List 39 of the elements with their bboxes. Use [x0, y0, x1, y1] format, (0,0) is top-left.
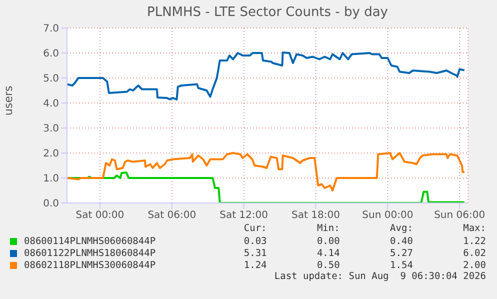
text: 1.22 — [462, 236, 486, 246]
text: Last update: Sun Aug 9 06:30:04 2026 — [273, 271, 486, 283]
text: 0.03 — [242, 236, 267, 246]
text: 2.00 — [462, 260, 486, 270]
text: Min: — [316, 223, 340, 235]
text: 5.27 — [389, 248, 413, 258]
text: Max: — [462, 223, 486, 235]
y-tick-label: 1.0 — [43, 174, 59, 185]
text: 5.31 — [242, 248, 267, 258]
chart-title: PLNMHS - LTE Sector Counts - by day — [146, 5, 389, 20]
line-series — [67, 172, 466, 203]
x-tick-label: Sat 00:00 — [76, 210, 124, 222]
x-tick-label: Sat 12:00 — [220, 210, 268, 222]
y-tick-label: 7.0 — [43, 24, 59, 35]
text: 1.24 — [242, 260, 267, 270]
legend-label: 08600114PLNMHS06060844P — [24, 236, 156, 246]
text: 4.14 — [316, 248, 340, 258]
y-tick-label: 4.0 — [43, 98, 59, 110]
x-tick-label: Sat 18:00 — [292, 210, 340, 222]
text: 0.50 — [316, 260, 340, 270]
y-tick-label: 2.0 — [43, 148, 59, 160]
y-axis-title: users — [2, 86, 15, 116]
y-tick-label: 6.0 — [43, 48, 59, 60]
text: Avg: — [389, 223, 413, 235]
legend-label: 08601122PLNMHS18060844P — [24, 248, 156, 258]
line-series — [67, 152, 466, 192]
text: Cur: — [242, 223, 267, 235]
legend-label: 08602118PLNMHS30060844P — [24, 260, 156, 270]
y-tick-label: 3.0 — [43, 124, 59, 135]
y-tick-label: 5.0 — [43, 74, 59, 85]
x-tick-label: Sat 06:00 — [148, 210, 196, 222]
text: 1.54 — [389, 260, 413, 270]
x-tick-label: Sun 06:00 — [434, 210, 486, 222]
y-tick-label: 0.0 — [43, 198, 59, 210]
text: 0.00 — [316, 236, 340, 246]
line-series — [67, 52, 466, 100]
text: 6.02 — [462, 248, 486, 258]
text: 0.40 — [389, 236, 413, 246]
x-tick-label: Sun 00:00 — [362, 210, 414, 222]
